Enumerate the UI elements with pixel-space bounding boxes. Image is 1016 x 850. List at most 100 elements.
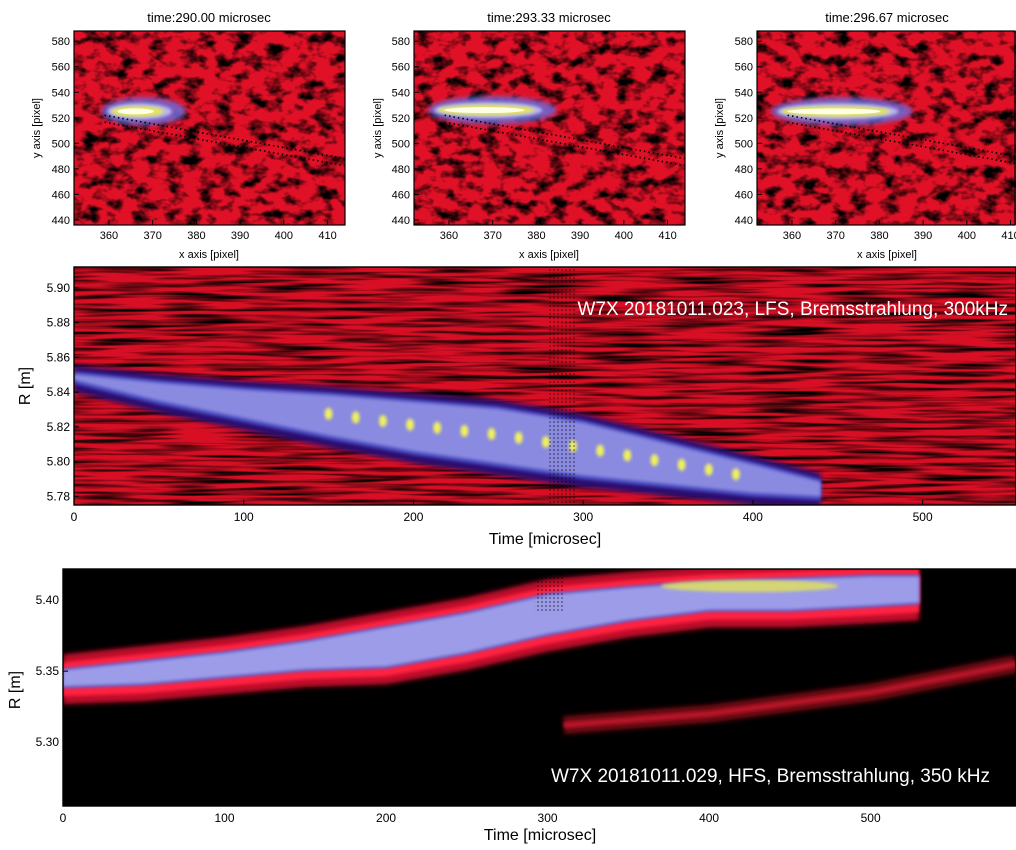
hot-spot [731,468,740,481]
y-tick-label: 540 [52,87,70,99]
x-tick-label: 100 [234,510,254,524]
x-tick-label: 500 [913,510,933,524]
view-line [444,121,685,167]
hot-spot [433,421,442,434]
view-line [104,121,345,167]
hot-spot [677,458,686,471]
x-tick-label: 360 [100,230,118,242]
lfs-xlabel: Time [microsec] [489,531,601,548]
y-tick-label: 5.40 [36,593,60,607]
x-tick-label: 390 [571,230,589,242]
y-tick-label: 560 [735,62,753,74]
x-tick-label: 410 [1001,230,1016,242]
y-tick-label: 5.88 [47,316,71,330]
y-tick-label: 5.84 [47,385,71,399]
y-tick-label: 500 [392,138,410,150]
x-tick-label: 400 [615,230,633,242]
hot-spot [378,415,387,428]
blob-peak [117,108,154,115]
panel-2-frame [413,30,686,226]
y-tick-label: 460 [392,189,410,201]
panel-1-noise [74,31,345,225]
y-tick-label: 5.78 [47,489,71,503]
view-line [787,121,1016,165]
view-line [104,114,345,160]
y-tick-label: 480 [52,164,70,176]
y-tick-label: 580 [52,36,70,48]
panel-2-title: time:293.33 microsec [487,10,611,25]
panel-3-noise [757,31,1016,225]
x-tick-label: 100 [215,811,235,825]
x-tick-label: 410 [318,230,336,242]
x-tick-label: 380 [527,230,545,242]
y-tick-label: 500 [52,138,70,150]
y-tick-label: 560 [392,62,410,74]
y-tick-label: 5.90 [47,281,71,295]
panel-1-frame [73,30,346,226]
y-tick-label: 440 [52,215,70,227]
hot-spot [704,463,713,476]
hot-spot [514,431,523,444]
y-tick-label: 520 [735,113,753,125]
x-tick-label: 390 [231,230,249,242]
y-tick-label: 460 [52,189,70,201]
lfs-time-panel: 0 100 200 300 400 500 5.90 5.88 5.86 5.84 5.82 5.8… [17,266,1016,548]
hot-spot [623,449,632,462]
x-tick-label: 370 [483,230,501,242]
panel-3-title: time:296.67 microsec [825,10,949,25]
x-tick-label: 0 [71,510,78,524]
panel-2-xlabel: x axis [pixel] [519,249,579,261]
y-tick-label: 480 [735,164,753,176]
hot-spot [541,435,550,448]
lfs-annotation: W7X 20181011.023, LFS, Bremsstrahlung, 3… [577,299,1008,320]
hfs-annotation: W7X 20181011.029, HFS, Bremsstrahlung, 3… [551,766,990,787]
x-tick-label: 370 [143,230,161,242]
blob-peak [787,108,881,115]
hfs-time-panel: 0 100 200 300 400 500 5.40 5.35 5.30 W7X 201810… [7,568,1016,844]
x-tick-label: 360 [783,230,801,242]
hot-spot [324,407,333,420]
panel-1-xlabel: x axis [pixel] [179,249,239,261]
hfs-xlabel: Time [microsec] [484,827,596,844]
x-tick-label: 400 [275,230,293,242]
snapshot-panel-2: time:293.33 microsec 360 370 380 390 400 410 … [372,10,686,261]
y-tick-label: 5.30 [36,735,60,749]
hot-spot [406,418,415,431]
panel-2-noise [414,31,685,225]
y-tick-label: 5.35 [36,664,60,678]
lfs-ylabel: R [m] [17,367,34,405]
snapshot-panel-3: time:296.67 microsec 360370380390400410 … [714,10,1016,261]
panel-2-ylabel: y axis [pixel] [372,98,384,158]
x-tick-label: 0 [60,811,67,825]
view-line [444,114,685,160]
x-tick-label: 500 [861,811,881,825]
y-tick-label: 440 [392,215,410,227]
y-tick-label: 540 [392,87,410,99]
panel-3-xlabel: x axis [pixel] [857,249,917,261]
panel-1-title: time:290.00 microsec [147,10,271,25]
highlight-window [549,267,577,505]
x-tick-label: 380 [187,230,205,242]
y-tick-label: 460 [735,189,753,201]
hfs-frame [62,568,1016,807]
hot-spot [460,424,469,437]
x-tick-label: 400 [699,811,719,825]
front-band-inner [74,374,821,497]
y-tick-label: 480 [392,164,410,176]
x-tick-label: 370 [826,230,844,242]
hfs-ylabel: R [m] [7,671,24,709]
panel-1-ylabel: y axis [pixel] [31,98,43,158]
y-tick-label: 580 [735,36,753,48]
x-tick-label: 300 [538,811,558,825]
panel-3-ylabel: y axis [pixel] [714,98,726,158]
y-tick-label: 500 [735,138,753,150]
y-tick-label: 520 [392,113,410,125]
y-tick-label: 580 [392,36,410,48]
y-tick-label: 5.82 [47,420,71,434]
x-tick-label: 380 [870,230,888,242]
y-tick-label: 5.80 [47,455,71,469]
hot-spot [351,411,360,424]
x-tick-label: 410 [658,230,676,242]
panel-3-frame [756,30,1016,226]
hot-spot [487,427,496,440]
